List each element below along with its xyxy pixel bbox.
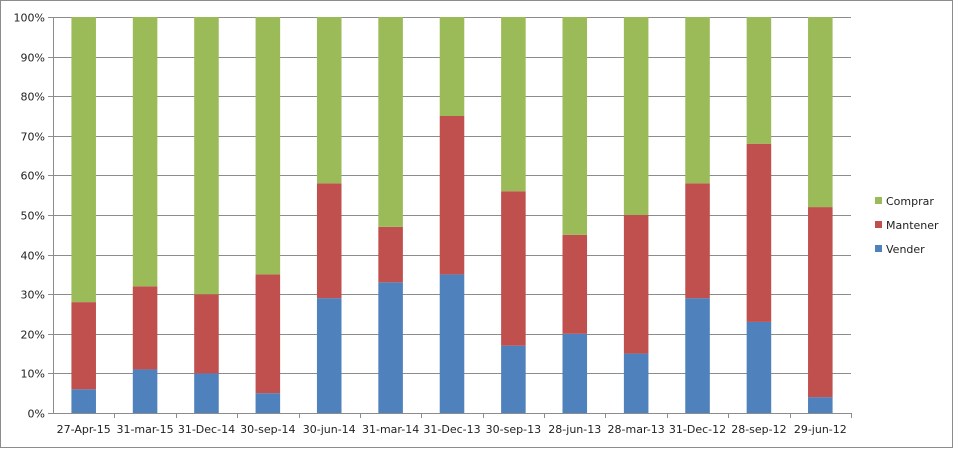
bar-segment-vender[interactable] [132,369,158,413]
x-tick-label: 31-Dec-12 [669,423,726,436]
x-tick-label: 30-sep-13 [486,423,541,436]
bar-segment-vender[interactable] [378,282,403,413]
x-tick-label: 29-jun-12 [794,423,847,436]
bar-segment-vender[interactable] [808,397,833,413]
y-tick-label: 0% [28,408,45,421]
y-tick-label: 10% [21,368,45,381]
legend-swatch-mantener [875,221,882,228]
x-tick-label: 31-Dec-14 [178,423,235,436]
bar-segment-mantener[interactable] [71,302,96,390]
y-tick-label: 70% [21,131,45,144]
y-tick-label: 50% [21,210,45,223]
legend-label-vender: Vender [886,243,925,256]
legend-swatch-vender [875,245,882,252]
bar-segment-vender[interactable] [746,321,772,413]
y-tick-label: 80% [21,91,45,104]
bar-segment-comprar[interactable] [378,17,403,227]
bar-segment-comprar[interactable] [808,17,833,208]
y-tick-label: 40% [21,250,45,263]
bar-segment-mantener[interactable] [562,234,588,334]
bar-segment-comprar[interactable] [685,17,710,184]
bar-segment-mantener[interactable] [746,143,772,322]
bar-segment-vender[interactable] [255,393,281,413]
legend-label-comprar: Comprar [886,195,934,208]
bar-segment-comprar[interactable] [746,17,772,144]
bar-segment-mantener[interactable] [685,183,710,299]
x-tick-label: 31-Dec-13 [423,423,480,436]
bar-segment-mantener[interactable] [808,207,833,398]
bar-segment-mantener[interactable] [316,183,342,299]
bar-segment-comprar[interactable] [194,17,219,295]
bar-segment-vender[interactable] [623,353,649,413]
bar-segment-comprar[interactable] [316,17,342,184]
y-tick-label: 60% [21,170,45,183]
bar-segment-vender[interactable] [439,274,465,413]
bar-segment-vender[interactable] [562,333,588,413]
bar-segment-comprar[interactable] [623,17,649,215]
bar-segment-vender[interactable] [316,298,342,413]
bar-segment-mantener[interactable] [623,215,649,354]
y-tick-label: 100% [14,12,45,25]
bar-segment-mantener[interactable] [194,294,219,374]
bar-segment-vender[interactable] [501,345,526,413]
bar-segment-vender[interactable] [685,298,710,413]
bar-segment-mantener[interactable] [501,191,526,346]
legend-swatch-comprar [875,197,882,204]
x-tick-label: 27-Apr-15 [57,423,111,436]
bar-segment-comprar[interactable] [562,17,588,235]
x-tick-label: 28-mar-13 [608,423,665,436]
x-tick-label: 28-sep-12 [731,423,786,436]
bar-segment-mantener[interactable] [378,226,403,283]
x-tick-label: 31-mar-15 [116,423,173,436]
bar-segment-mantener[interactable] [132,286,158,370]
x-tick-label: 31-mar-14 [362,423,419,436]
y-tick-label: 90% [21,52,45,65]
legend-label-mantener: Mantener [886,219,939,232]
bar-segment-mantener[interactable] [255,274,281,394]
bar-segment-vender[interactable] [194,373,219,413]
bar-segment-vender[interactable] [71,389,96,413]
y-tick-label: 20% [21,329,45,342]
bar-segment-comprar[interactable] [501,17,526,192]
bar-segment-mantener[interactable] [439,116,465,275]
x-tick-label: 28-jun-13 [548,423,601,436]
x-tick-label: 30-sep-14 [240,423,295,436]
bar-segment-comprar[interactable] [132,17,158,287]
bar-segment-comprar[interactable] [71,17,96,303]
x-tick-label: 30-jun-14 [303,423,356,436]
bar-segment-comprar[interactable] [255,17,281,275]
y-tick-label: 30% [21,289,45,302]
bar-segment-comprar[interactable] [439,17,465,116]
